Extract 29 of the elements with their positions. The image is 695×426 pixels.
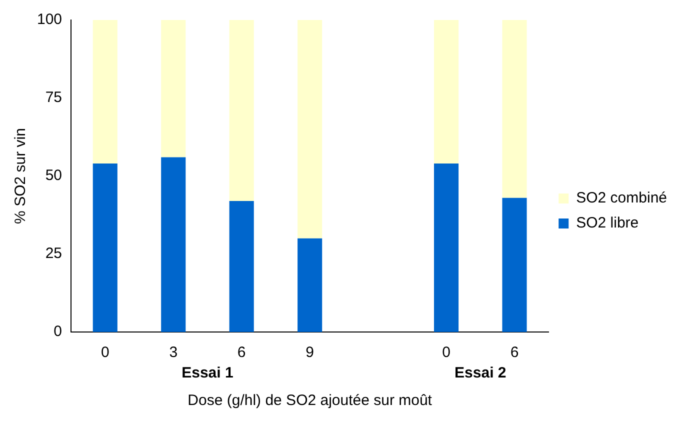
bar [92, 20, 118, 164]
x-tick-label: 6 [510, 344, 519, 362]
y-tick-label: 50 [45, 167, 62, 184]
text: Essai 1 [182, 364, 234, 382]
x-tick-label: 0 [100, 344, 110, 362]
y-tick-label: 100 [36, 11, 62, 28]
bar [298, 20, 322, 238]
text: Essai 2 [454, 364, 506, 382]
x-tick-label: 0 [442, 344, 450, 362]
x-tick-label: 6 [237, 344, 246, 362]
bar [161, 157, 186, 332]
bar [298, 238, 322, 332]
bar [229, 200, 254, 332]
bar [92, 164, 118, 332]
y-tick-label: 25 [45, 245, 62, 262]
bar [502, 198, 527, 332]
legend-label: SO2 combiné [576, 190, 668, 207]
y-axis-title: % SO2 sur vin [12, 128, 30, 224]
y-tick-label: 0 [54, 323, 62, 340]
x-tick-label: 3 [169, 344, 178, 362]
bar [434, 164, 459, 332]
x-axis-title: Dose (g/hl) de SO2 ajoutée sur moût [188, 392, 433, 410]
bar [229, 20, 254, 201]
y-tick-label: 75 [45, 89, 62, 106]
legend-label: SO2 libre [576, 214, 639, 232]
bar [434, 20, 459, 164]
bar [161, 20, 186, 158]
x-tick-label: 9 [306, 344, 314, 362]
bar [502, 20, 527, 198]
